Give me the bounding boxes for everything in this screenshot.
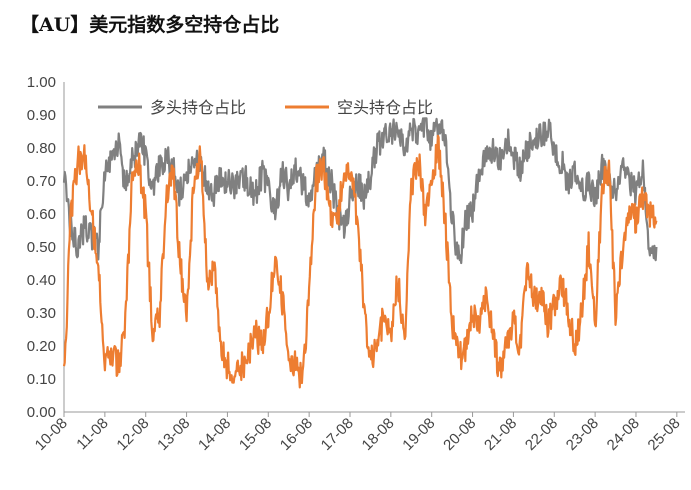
x-tick-label: 13-08 [154,415,193,454]
x-tick-label: 21-08 [481,415,520,454]
legend-label: 多头持仓占比 [150,98,246,117]
x-tick-label: 12-08 [113,415,152,454]
y-tick-label: 0.30 [27,305,56,322]
y-tick-label: 1.00 [27,74,56,91]
x-tick-label: 16-08 [277,415,316,454]
x-tick-label: 22-08 [522,415,561,454]
x-tick-label: 15-08 [236,415,275,454]
x-tick-label: 24-08 [604,415,643,454]
x-tick-label: 20-08 [440,415,479,454]
legend-label: 空头持仓占比 [337,98,433,117]
x-tick-label: 14-08 [195,415,234,454]
y-tick-label: 0.60 [27,206,56,223]
x-tick-label: 11-08 [73,415,111,453]
y-tick-label: 0.50 [27,239,56,256]
y-tick-label: 0.40 [27,272,56,289]
y-tick-label: 0.80 [27,140,56,157]
series-line-long [62,117,658,265]
legend: 多头持仓占比 空头持仓占比 [98,98,433,117]
x-tick-label: 23-08 [563,415,602,454]
y-tick-label: 0.00 [27,404,56,421]
y-tick-label: 0.20 [27,338,56,355]
series-group [62,117,658,389]
y-tick-group: 0.00 0.10 0.20 0.30 0.40 0.50 0.60 0.70 0.80 0.90… [27,74,56,421]
x-tick-group: 10-08 11-08 12-08 13-08 14-08 15-08 16-08 17-08… [32,412,684,454]
x-tick-label: 25-08 [645,415,684,454]
series-line-short [62,134,658,389]
y-tick-label: 0.10 [27,371,56,388]
y-tick-label: 0.70 [27,173,56,190]
x-tick-label: 18-08 [359,415,398,454]
x-tick-label: 19-08 [399,415,438,454]
y-tick-label: 0.90 [27,107,56,124]
x-tick-label: 17-08 [318,415,357,454]
chart-title: 【AU】美元指数多空持仓占比 [20,14,280,36]
